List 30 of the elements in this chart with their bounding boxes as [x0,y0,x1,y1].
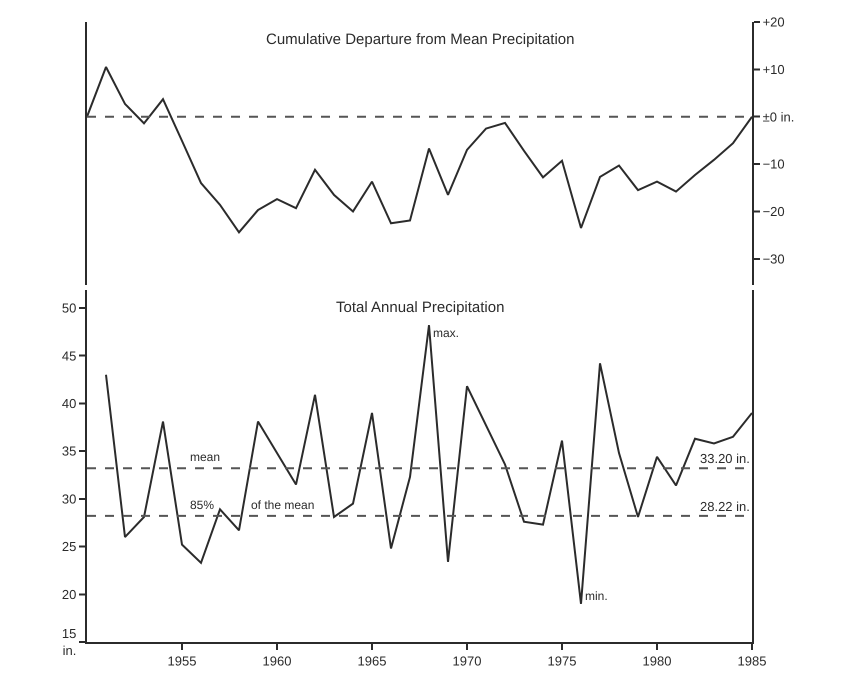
x-tick-label: 1985 [738,654,766,669]
ref-line-label: 33.20 in. [700,451,750,466]
x-tick-label: 1975 [548,654,576,669]
y-tick-label: −30 [762,251,785,266]
y-tick-label: 35 [62,444,76,459]
x-tick-label: 1965 [358,654,386,669]
annotation: min. [585,589,608,603]
x-tick-label: 1955 [168,654,196,669]
annotation: 85% [190,498,214,512]
annotation: of the mean [251,498,314,512]
y-tick-label: 45 [62,348,76,364]
y-tick-label: −20 [762,204,785,220]
ref-line-label: 28.22 in. [700,499,750,514]
y-tick-label: 20 [62,586,76,602]
text: Cumulative Departure from Mean Precipitation [266,31,574,48]
y-tick-label: ±0 in. [762,109,794,124]
y-tick-label: 40 [62,396,76,411]
annotation: max. [433,326,460,340]
y-tick-label: 25 [62,539,76,554]
x-tick-label: 1970 [452,654,482,669]
y-tick-label: +10 [762,62,785,77]
text: Total Annual Precipitation [336,299,504,316]
y-tick-label: 15 in. [62,626,76,658]
x-tick-label: 1980 [642,654,672,669]
y-tick-label: −10 [762,156,785,172]
x-tick-label: 1960 [262,654,292,669]
y-tick-label: 50 [62,300,76,316]
annotation: mean [190,450,220,464]
y-tick-label: 30 [62,491,76,506]
y-tick-label: +20 [762,14,785,30]
